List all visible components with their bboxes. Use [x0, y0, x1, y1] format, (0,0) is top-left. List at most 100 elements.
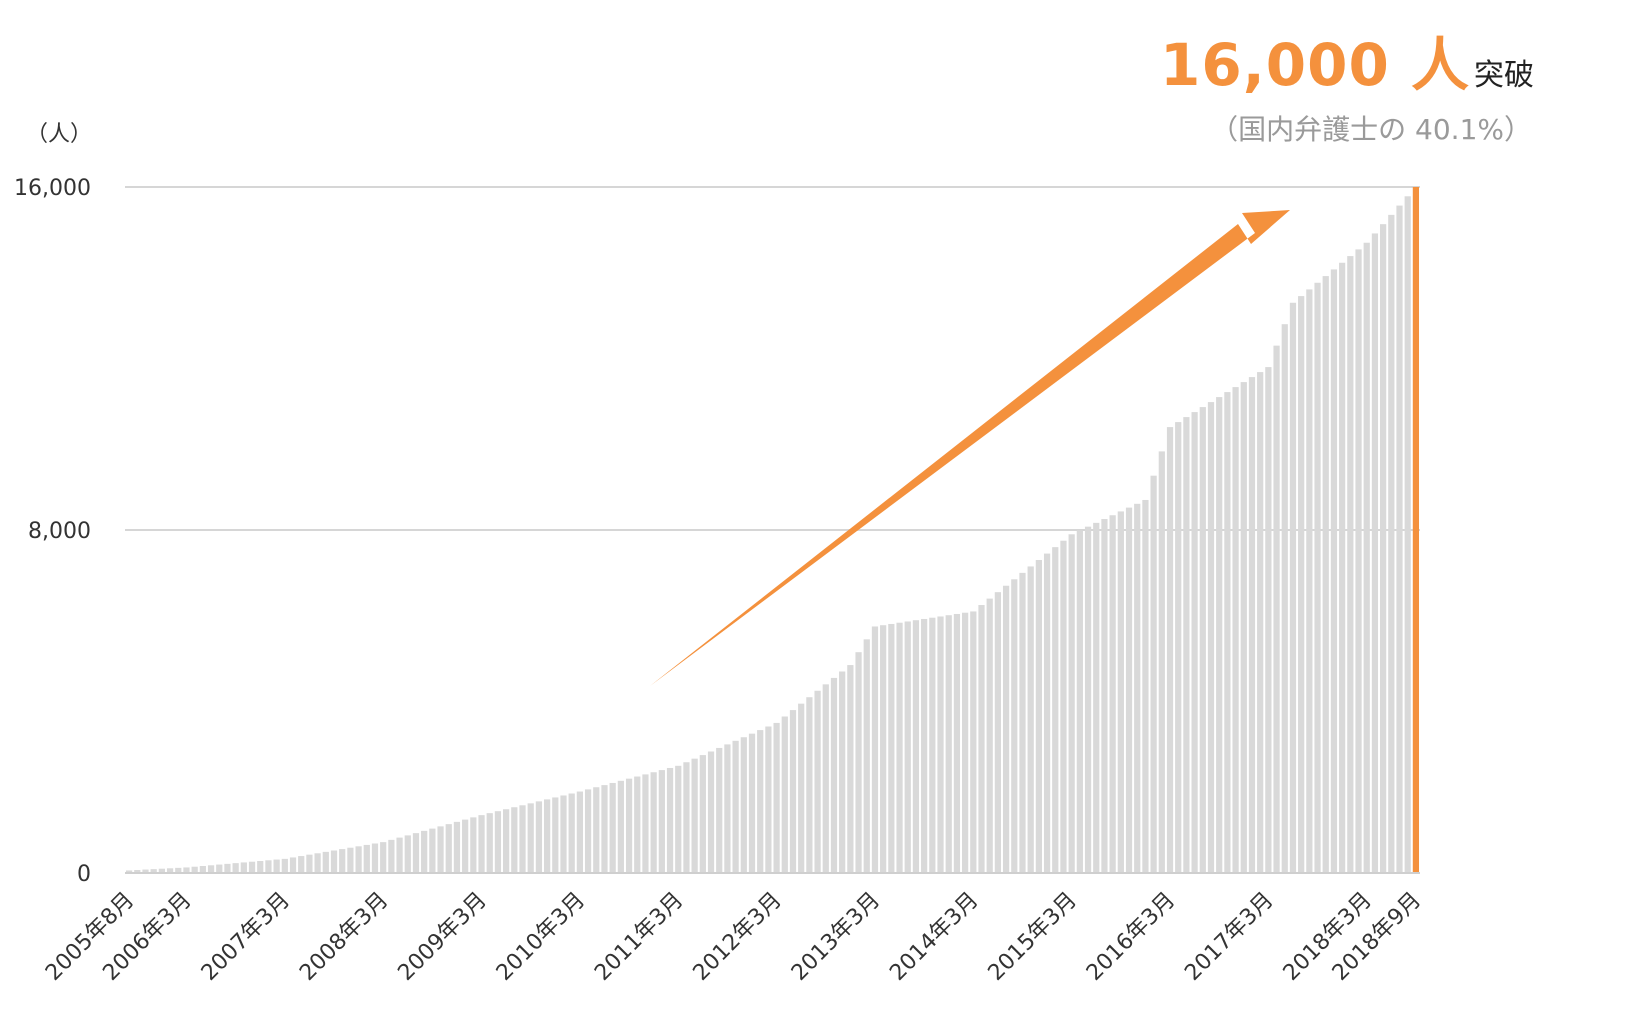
bar	[937, 616, 944, 873]
bar	[216, 864, 223, 873]
bar	[1265, 367, 1272, 873]
bar	[199, 865, 206, 873]
bar	[232, 863, 239, 873]
bar	[1199, 407, 1206, 873]
bar	[863, 639, 870, 873]
bar	[314, 853, 321, 873]
y-tick-label: 8,000	[28, 519, 91, 544]
bar	[1052, 547, 1059, 873]
bar	[330, 850, 338, 873]
bar	[519, 805, 526, 873]
x-tick-label: 2012年3月	[689, 888, 787, 986]
bar	[994, 592, 1002, 873]
bar	[855, 652, 862, 873]
bar	[388, 839, 395, 873]
bar	[1011, 579, 1018, 873]
bar	[1273, 345, 1280, 873]
bar	[1380, 224, 1387, 874]
bar	[1330, 269, 1338, 873]
bar	[798, 703, 805, 873]
bar	[691, 758, 698, 873]
bar	[1371, 233, 1379, 873]
bar	[125, 870, 133, 873]
bar	[494, 811, 502, 873]
bar	[732, 740, 739, 873]
bar	[257, 860, 264, 873]
bar	[1281, 324, 1288, 873]
bar	[970, 611, 977, 873]
bar	[921, 618, 928, 873]
bar	[437, 826, 444, 873]
bar	[396, 837, 403, 873]
bar	[1158, 451, 1165, 873]
bar	[191, 866, 198, 873]
bar	[355, 846, 362, 873]
bar	[134, 869, 141, 873]
bar	[248, 861, 256, 873]
bar	[830, 677, 838, 873]
bar	[503, 809, 510, 873]
bar	[207, 865, 215, 873]
bar	[224, 863, 231, 873]
bar	[658, 770, 665, 873]
bar	[527, 803, 534, 873]
bar	[953, 613, 961, 873]
bar	[1248, 377, 1256, 873]
bar	[617, 780, 624, 873]
bar	[716, 747, 723, 873]
bar	[1289, 302, 1297, 873]
bar	[347, 847, 354, 873]
bar	[1060, 540, 1067, 873]
bar	[888, 623, 895, 873]
bar	[1257, 372, 1264, 873]
bar	[535, 801, 543, 873]
bar	[412, 833, 420, 873]
bar	[371, 843, 379, 873]
x-tick-label: 2016年3月	[1082, 888, 1180, 986]
bar	[1002, 585, 1010, 873]
bar	[1339, 262, 1346, 873]
bar	[339, 849, 346, 873]
bar	[929, 617, 936, 873]
bar	[822, 684, 829, 873]
bar	[748, 733, 756, 873]
bar	[634, 776, 641, 873]
bar	[699, 755, 706, 873]
bar	[486, 813, 493, 873]
bar	[1183, 417, 1190, 873]
bar	[1117, 511, 1124, 873]
bar	[240, 862, 247, 873]
bar	[642, 774, 649, 873]
y-unit-label: （人）	[26, 122, 93, 147]
bar	[1175, 422, 1182, 873]
bar	[986, 598, 993, 873]
bar	[1306, 289, 1313, 874]
x-tick-label: 2015年3月	[984, 888, 1082, 986]
bar	[1134, 503, 1141, 873]
bar	[1412, 187, 1420, 873]
bar	[683, 762, 690, 873]
bar	[1068, 534, 1075, 873]
bar	[281, 858, 288, 873]
bar	[470, 817, 477, 873]
bar	[806, 697, 813, 873]
x-tick-label: 2011年3月	[590, 888, 688, 986]
bar	[781, 716, 788, 873]
bar	[306, 854, 313, 873]
bar	[1355, 249, 1362, 873]
bar	[1019, 572, 1026, 873]
bar	[904, 621, 911, 873]
bar	[158, 868, 165, 873]
bar	[543, 799, 551, 873]
bar	[871, 626, 879, 873]
headline: 16,000 人突破	[1160, 18, 1534, 102]
bar	[298, 856, 305, 873]
bar	[429, 828, 436, 873]
bar	[1232, 387, 1239, 873]
bar	[1207, 402, 1215, 873]
bar	[380, 842, 387, 873]
bar	[601, 785, 608, 873]
bar	[675, 765, 682, 873]
bar	[445, 824, 452, 873]
